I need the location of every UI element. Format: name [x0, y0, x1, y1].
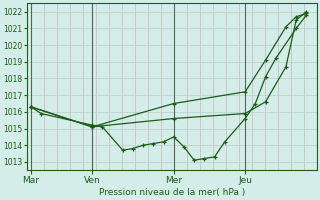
- X-axis label: Pression niveau de la mer( hPa ): Pression niveau de la mer( hPa ): [99, 188, 245, 197]
